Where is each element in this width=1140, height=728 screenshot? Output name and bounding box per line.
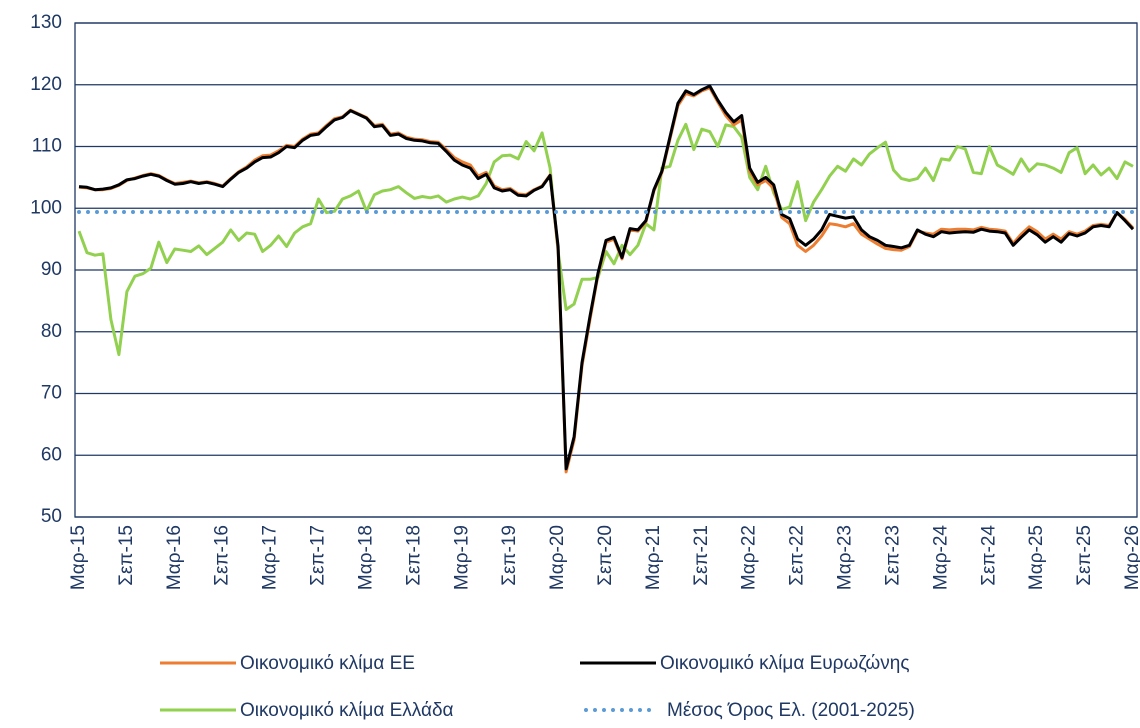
x-tick-label: Σεπ-19 (499, 525, 520, 586)
x-tick-label: Σεπ-15 (116, 525, 137, 586)
y-tick-label: 70 (41, 383, 62, 404)
x-tick-label: Σεπ-25 (1074, 525, 1095, 586)
x-tick-label: Σεπ-22 (787, 525, 808, 586)
legend-label: Οικονομικό κλίμα Ελλάδα (240, 700, 454, 721)
y-tick-label: 130 (30, 12, 62, 33)
x-tick-label: Μαρ-24 (930, 525, 951, 591)
x-tick-label: Σεπ-23 (882, 525, 903, 586)
x-tick-label: Σεπ-17 (308, 525, 329, 586)
x-tick-label: Μαρ-20 (547, 525, 568, 590)
x-tick-label: Μαρ-16 (164, 525, 185, 590)
series-line (78, 84, 1135, 471)
x-tick-label: Μαρ-17 (260, 525, 281, 590)
x-tick-label: Μαρ-18 (355, 525, 376, 590)
y-tick-label: 50 (41, 506, 62, 527)
x-tick-label: Μαρ-22 (739, 525, 760, 590)
y-tick-label: 120 (30, 74, 62, 95)
x-tick-label: Μαρ-25 (1026, 525, 1047, 590)
x-tick-label: Μαρ-23 (835, 525, 856, 590)
y-tick-label: 110 (32, 136, 62, 157)
y-tick-label: 60 (41, 444, 62, 465)
x-tick-label: Σεπ-16 (212, 525, 233, 586)
legend-label: Οικονομικό κλίμα ΕΕ (240, 653, 415, 674)
plot-border (74, 22, 1138, 518)
series-line (78, 86, 1135, 474)
legend-label: Μέσος Όρος Ελ. (2001-2025) (667, 700, 915, 721)
x-tick-label: Σεπ-21 (691, 525, 712, 586)
series-line (77, 122, 1134, 357)
y-tick-label: 90 (41, 259, 62, 280)
x-tick-label: Μαρ-21 (643, 525, 664, 590)
x-tick-label: Μαρ-19 (451, 525, 472, 590)
y-tick-label: 80 (41, 321, 62, 342)
x-tick-label: Σεπ-20 (595, 525, 616, 586)
legend-label: Οικονομικό κλίμα Ευρωζώνης (660, 653, 910, 674)
x-tick-label: Σεπ-18 (403, 525, 424, 586)
x-tick-label: Μαρ-15 (68, 525, 89, 590)
x-tick-label: Μαρ-26 (1122, 525, 1140, 590)
x-tick-label: Σεπ-24 (978, 525, 999, 586)
y-tick-label: 100 (30, 197, 62, 218)
